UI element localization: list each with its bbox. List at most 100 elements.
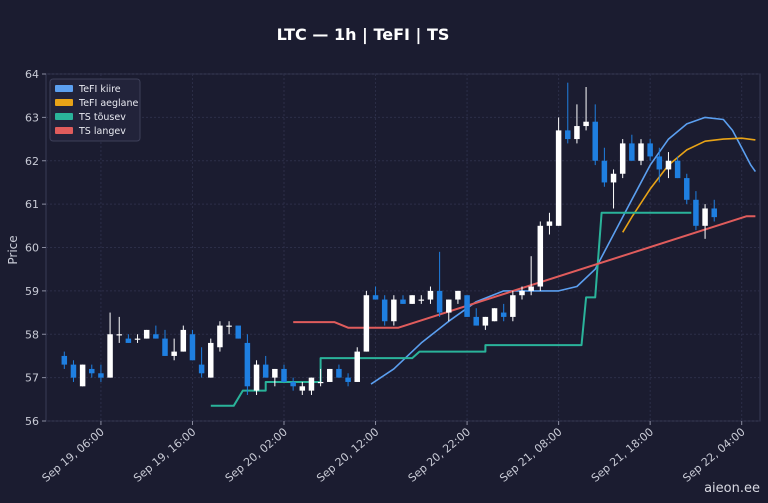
y-tick-label: 63 [25,111,39,124]
candle [79,364,86,387]
candle [381,295,388,326]
candle-body [272,368,278,378]
candle-body [473,316,479,326]
candle [363,290,370,352]
candle [391,295,397,326]
candle [601,147,608,187]
candle-body [308,377,315,391]
candle [317,368,324,387]
candle [125,334,132,343]
candle [702,204,708,239]
y-tick-label: 62 [25,155,39,168]
candle-body [656,156,663,170]
y-tick-label: 60 [25,242,39,255]
candle-body [107,334,113,378]
candle [500,303,507,322]
candle-body [354,351,360,382]
x-tick-label: Sep 20, 02:00 [223,425,290,484]
candle-body [153,334,159,339]
candle [519,286,525,300]
candle-body [116,334,122,336]
candle [198,347,205,378]
legend-label: TeFI aeglane [78,98,138,109]
candle-body [555,130,562,226]
x-tick-label: Sep 21, 18:00 [589,425,656,484]
candle-body [610,173,617,183]
x-tick-label: Sep 20, 12:00 [314,425,381,484]
candle-body [336,368,342,378]
candle [436,251,443,317]
candle-body [372,295,379,300]
candle [482,316,489,330]
x-tick-label: Sep 20, 22:00 [406,425,473,484]
candle-body [629,143,635,161]
candle-body [134,338,141,340]
candle [656,147,663,183]
candle [262,355,269,378]
candle [143,329,150,339]
candle [629,134,635,161]
candle [244,334,251,395]
candle-body [162,338,168,356]
candle-body [528,286,534,291]
legend-swatch [55,85,73,92]
candle-body [317,381,324,384]
candle [409,295,415,304]
candle [134,334,141,343]
candle [281,364,287,382]
legend-label: TS langev [78,126,126,137]
candle-body [684,178,690,200]
candle [98,364,104,382]
candle-body [592,121,598,161]
candle [226,321,232,335]
candle [693,191,699,231]
candle-body [427,290,434,300]
y-tick-label: 59 [25,285,39,298]
candle [528,256,534,296]
candle-body [674,160,681,179]
candles [61,82,717,395]
candle [418,295,425,304]
candle [446,299,452,322]
candle [684,173,690,205]
candle-body [217,325,223,348]
y-tick-label: 57 [25,372,39,385]
candle-body [281,368,287,382]
candle [208,338,214,378]
candle-body [98,373,104,378]
candle-body [143,329,150,339]
candle [455,290,461,304]
candle [665,152,672,179]
y-axis-label: Price [6,235,20,264]
candle [555,117,562,226]
candle-body [70,364,77,378]
candle [583,87,589,131]
y-tick-label: 56 [25,415,39,428]
candle-body [253,364,260,391]
candle [354,347,360,382]
candle [592,104,598,166]
candle-body [638,143,644,161]
candle [574,104,580,144]
watermark: aieon.ee [704,481,760,496]
candle [189,329,196,361]
candle-body [125,338,132,343]
candle-body [226,325,232,327]
candle [299,381,306,395]
candle [647,139,653,161]
candle [546,212,553,235]
y-tick-label: 58 [25,328,39,341]
candle-body [180,329,187,352]
candle [308,377,315,395]
candle-body [565,130,571,140]
candle-body [711,208,717,218]
candle-body [327,368,333,382]
candle-body [647,143,653,157]
candle [638,139,644,166]
legend-label: TeFI kiire [78,84,121,95]
candle-body [345,377,351,382]
candle-body [79,364,86,387]
candle-body [89,368,95,374]
candle-body [491,308,498,322]
candle [327,368,333,382]
